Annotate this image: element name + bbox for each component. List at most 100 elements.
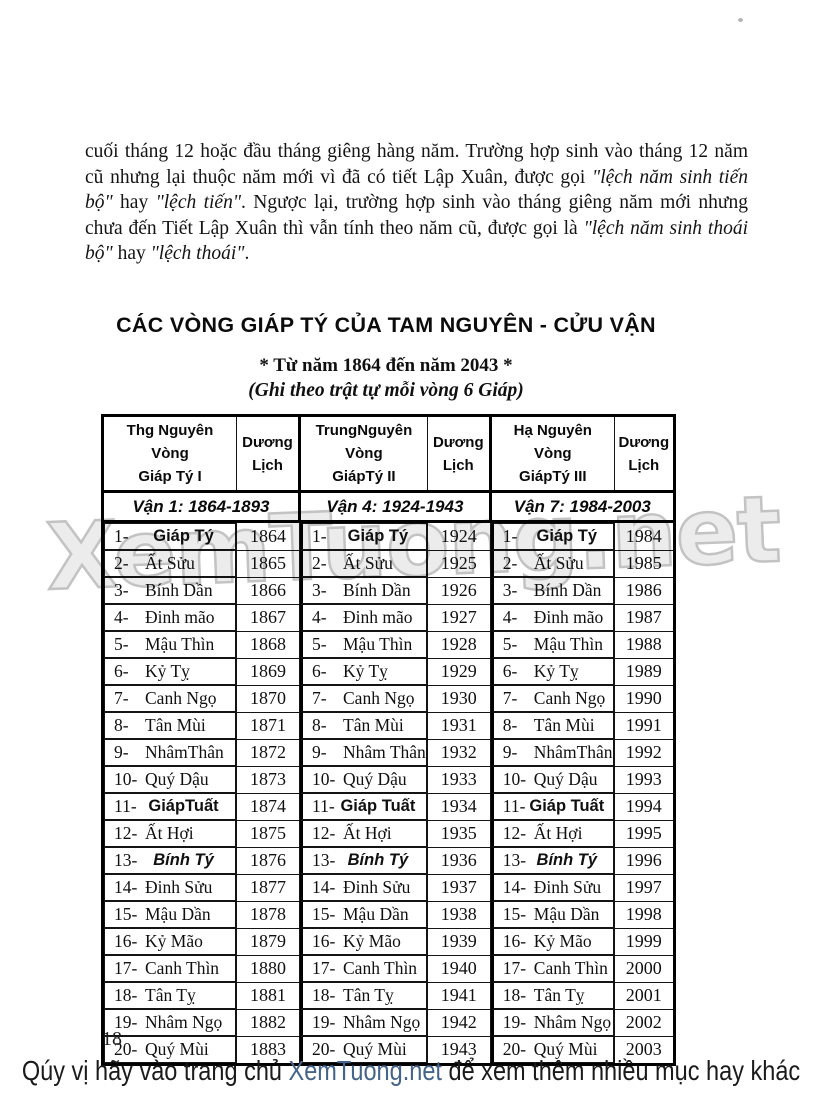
- section-heading: CÁC VÒNG GIÁP TÝ CỦA TAM NGUYÊN - CỬU VẬ…: [86, 313, 686, 402]
- solar-year-cell: 1938: [426, 900, 491, 929]
- can-chi-cell: 19- Nhâm Ngọ: [104, 1009, 236, 1036]
- can-chi-name: Canh Thìn: [343, 958, 418, 978]
- solar-year-cell: 2001: [613, 981, 675, 1010]
- can-chi-cell: 4- Đinh mão: [490, 604, 614, 631]
- paragraph-segment: hay: [112, 243, 151, 265]
- can-chi-name: Tân Mùi: [145, 715, 206, 735]
- row-number: 20-: [312, 1039, 336, 1059]
- solar-year-cell: 1997: [613, 873, 675, 902]
- solar-year-cell: 1875: [236, 819, 300, 848]
- table-row: 4- Đinh mão 1867 4- Đinh mão 1927 4- Đinh mão 19…: [103, 603, 675, 632]
- can-chi-cell: 19- Nhâm Ngọ: [490, 1009, 614, 1036]
- can-chi-name: Giáp Tý: [347, 527, 409, 545]
- row-number: 18-: [502, 985, 527, 1005]
- can-chi-name: Bính Dần: [533, 580, 602, 600]
- solar-year-cell: 1868: [236, 630, 300, 659]
- solar-year-cell: 1936: [426, 846, 491, 875]
- solar-year-cell: 1986: [613, 576, 675, 605]
- can-chi-cell: 17- Canh Thìn: [104, 955, 236, 982]
- row-number: 2-: [502, 553, 518, 573]
- can-chi-name: NhâmThân: [145, 742, 224, 762]
- row-number: 13-: [502, 850, 527, 870]
- solar-year-cell: 1866: [236, 576, 300, 605]
- footer-note: Qúy vị hãy vào trang chủ XemTuong.net để…: [22, 1055, 800, 1087]
- solar-year-cell: 1881: [236, 981, 300, 1010]
- solar-year-cell: 1931: [426, 711, 491, 740]
- can-chi-cell: 16- Kỷ Mão: [300, 928, 427, 955]
- can-chi-name: Đinh mão: [343, 607, 413, 627]
- can-chi-name: Quý Mùi: [145, 1039, 209, 1059]
- can-chi-name: Tân Tỵ: [343, 985, 394, 1005]
- can-chi-name: Giáp Tý: [153, 527, 214, 545]
- row-number: 2-: [114, 553, 129, 573]
- table-row: 16- Kỷ Mão 1879 16- Kỷ Mão 1939 16- Kỷ Mão 1999: [103, 927, 675, 956]
- can-chi-cell: 16- Kỷ Mão: [104, 928, 236, 955]
- solar-year-cell: 1876: [236, 846, 300, 875]
- can-chi-name: Canh Thìn: [145, 958, 220, 978]
- can-chi-cell: 1- Giáp Tý: [300, 523, 427, 550]
- can-chi-cell: 5- Mậu Thìn: [490, 631, 614, 658]
- solar-year-cell: 1993: [613, 765, 675, 794]
- can-chi-name: Đinh Sửu: [145, 877, 213, 897]
- row-number: 19-: [502, 1012, 527, 1032]
- can-chi-cell: 9- NhâmThân: [490, 739, 614, 766]
- solar-year-cell: 1988: [613, 630, 675, 659]
- footer-text-prefix: Qúy vị hãy vào trang chủ: [21, 1055, 289, 1086]
- row-number: 14-: [312, 877, 336, 897]
- solar-year-cell: 1934: [426, 792, 491, 821]
- paragraph-italic-segment: "lệch năm sinh tiến bộ": [85, 166, 748, 214]
- can-chi-cell: 1- Giáp Tý: [104, 523, 236, 550]
- column-header-duong-lich: Dương Lịch: [613, 415, 675, 493]
- row-number: 20-: [502, 1039, 527, 1059]
- can-chi-cell: 11- GiápTuất: [104, 793, 236, 820]
- can-chi-cell: 2- Ất Sửu: [300, 550, 427, 577]
- table-row: 11- GiápTuất 1874 11- Giáp Tuất 1934 11- Giáp T…: [103, 792, 675, 821]
- row-number: 9-: [312, 742, 327, 762]
- table-subtitle-year-range: * Từ năm 1864 đến năm 2043 *: [259, 355, 513, 376]
- solar-year-cell: 1984: [613, 521, 675, 551]
- footer-site-link[interactable]: XemTuong.net: [288, 1055, 442, 1086]
- solar-year-cell: 1882: [236, 1008, 300, 1037]
- solar-year-cell: 1998: [613, 900, 675, 929]
- row-number: 12-: [114, 823, 138, 843]
- column-header-duong-lich: Dương Lịch: [236, 415, 300, 493]
- solar-year-cell: 2000: [613, 954, 675, 983]
- table-row: 1- Giáp Tý 1864 1- Giáp Tý 1924 1- Giáp Tý 1984: [103, 521, 675, 551]
- can-chi-cell: 17- Canh Thìn: [490, 955, 614, 982]
- row-number: 1-: [114, 526, 129, 546]
- can-chi-name: NhâmThân: [533, 742, 613, 762]
- can-chi-cell: 15- Mậu Dần: [104, 901, 236, 928]
- row-number: 18-: [312, 985, 336, 1005]
- scan-artifact: [738, 18, 743, 22]
- row-number: 15-: [114, 904, 138, 924]
- can-chi-cell: 19- Nhâm Ngọ: [300, 1009, 427, 1036]
- solar-year-cell: 1995: [613, 819, 675, 848]
- table-row: 13- Bính Tý 1876 13- Bính Tý 1936 13- Bính Tý 19…: [103, 846, 675, 875]
- row-number: 15-: [312, 904, 336, 924]
- row-number: 16-: [502, 931, 527, 951]
- paragraph-italic-segment: "lệch năm sinh thoái bộ": [85, 217, 748, 265]
- table-row: 18- Tân Tỵ 1881 18- Tân Tỵ 1941 18- Tân Tỵ 2001: [103, 981, 675, 1010]
- solar-year-cell: 1870: [236, 684, 300, 713]
- can-chi-cell: 2- Ất Sửu: [104, 550, 236, 577]
- row-number: 8-: [502, 715, 518, 735]
- row-number: 12-: [502, 823, 527, 843]
- can-chi-cell: 14- Đinh Sửu: [300, 874, 427, 901]
- row-number: 9-: [502, 742, 518, 762]
- can-chi-cell: 16- Kỷ Mão: [490, 928, 614, 955]
- van-label-2: Vận 4: 1924-1943: [298, 490, 491, 523]
- solar-year-cell: 1865: [236, 549, 300, 578]
- solar-year-cell: 1874: [236, 792, 300, 821]
- solar-year-cell: 1943: [426, 1035, 491, 1065]
- page-number: 18: [102, 1028, 122, 1050]
- solar-year-cell: 1999: [613, 927, 675, 956]
- can-chi-cell: 18- Tân Tỵ: [300, 982, 427, 1009]
- row-number: 17-: [312, 958, 336, 978]
- can-chi-cell: 10- Quý Dậu: [300, 766, 427, 793]
- row-number: 1-: [312, 526, 327, 546]
- can-chi-cell: 18- Tân Tỵ: [104, 982, 236, 1009]
- solar-year-cell: 1942: [426, 1008, 491, 1037]
- can-chi-name: Nhâm Ngọ: [343, 1012, 421, 1032]
- solar-year-cell: 1924: [426, 521, 491, 551]
- row-number: 4-: [502, 607, 518, 627]
